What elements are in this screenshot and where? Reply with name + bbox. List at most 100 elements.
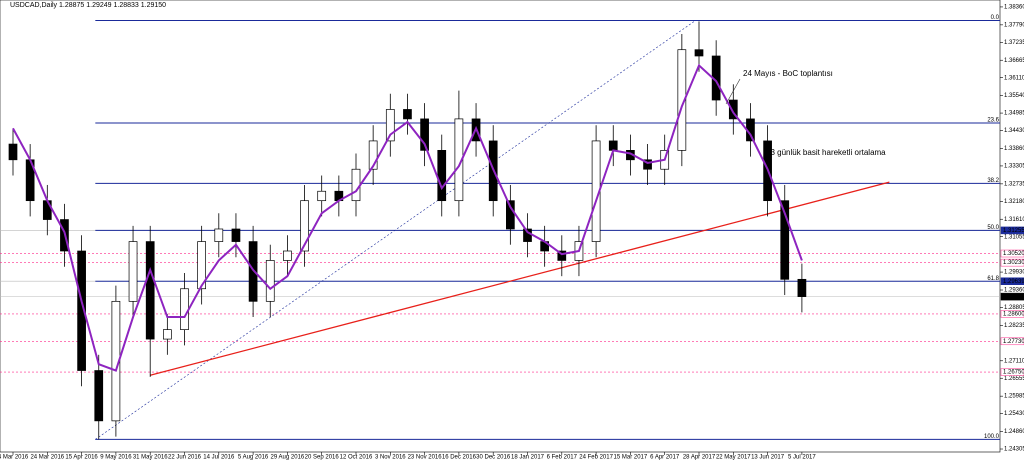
candle-body — [42, 200, 52, 220]
fib-label: 100.0 — [984, 434, 1000, 440]
y-tick-label: 1.25430 — [1004, 411, 1024, 417]
candle-body — [300, 200, 309, 252]
candle-body — [677, 49, 687, 151]
annotation: 13 günlük basit hareketli ortalama — [766, 148, 886, 157]
y-tick-label: 1.32735 — [1004, 181, 1024, 187]
price-tag — [1000, 337, 1024, 346]
trendline — [150, 181, 890, 376]
price-tag-label: 1.29150 — [1003, 294, 1024, 300]
x-tick-label: 12 Oct 2016 — [340, 455, 373, 461]
x-tick-label: 20 Sep 2016 — [305, 455, 340, 461]
candle-body — [214, 228, 224, 242]
y-tick-label: 1.38360 — [1004, 4, 1024, 10]
candle-body — [94, 370, 104, 422]
y-tick-label: 1.26555 — [1004, 376, 1024, 382]
y-tick-label: 1.34430 — [1004, 128, 1024, 134]
y-tick-label: 1.29360 — [1004, 288, 1024, 294]
price-tag — [1000, 226, 1024, 235]
candle-body — [265, 260, 275, 302]
y-tick-label: 1.36665 — [1004, 58, 1024, 64]
x-tick-label: 23 Nov 2016 — [408, 455, 443, 461]
price-tag — [1000, 310, 1024, 318]
price-tag-label: 1.30230 — [1003, 260, 1024, 266]
x-tick-label: 24 Mar 2016 — [30, 455, 64, 461]
price-tag — [1000, 292, 1024, 301]
y-tick-label: 1.25985 — [1004, 394, 1024, 400]
y-tick-label: 1.35540 — [1004, 93, 1024, 99]
candle-body — [145, 241, 155, 340]
y-tick-label: 1.36110 — [1004, 75, 1024, 81]
price-tag — [1000, 249, 1024, 258]
candle-body — [420, 118, 429, 151]
price-tag-label: 1.30520 — [1003, 251, 1024, 257]
annotation-arrow — [725, 78, 741, 105]
candle-body — [437, 150, 447, 202]
price-tag — [1000, 368, 1024, 376]
candle-body — [8, 143, 18, 161]
moving-average — [12, 63, 803, 372]
fib-label: 38.2 — [987, 178, 999, 184]
y-tick-label: 1.33305 — [1004, 164, 1024, 170]
price-tag-label: 1.28600 — [1003, 311, 1024, 317]
y-tick-label: 1.37235 — [1004, 40, 1024, 46]
candle-body — [77, 250, 86, 371]
x-tick-label: 4 Mar 2016 — [0, 455, 29, 461]
price-tag-label: 1.31255 — [1003, 228, 1024, 234]
candle-body — [180, 288, 189, 330]
candle-body — [608, 140, 618, 151]
x-tick-label: 30 Dec 2016 — [476, 455, 511, 461]
candle-body — [728, 99, 738, 120]
x-tick-label: 3 Nov 2016 — [375, 455, 406, 461]
x-tick-label: 31 May 2016 — [133, 455, 168, 461]
candle-body — [385, 109, 395, 142]
annotation: 24 Mayıs - BoC toplantısı — [743, 69, 833, 78]
candle-body — [231, 228, 241, 242]
price-tag — [1000, 258, 1024, 267]
chart-title: USDCAD,Daily 1.28875 1.29249 1.28833 1.2… — [10, 2, 166, 9]
x-tick-label: 5 Aug 2016 — [238, 455, 269, 461]
x-tick-label: 6 Apr 2017 — [650, 455, 680, 461]
y-tick-label: 1.27110 — [1004, 358, 1024, 364]
x-tick-label: 18 Jan 2017 — [511, 455, 545, 461]
candle-body — [283, 250, 292, 261]
candle-body — [368, 140, 378, 170]
fib-label: 61.8 — [987, 276, 999, 282]
x-tick-label: 13 Jun 2017 — [751, 455, 785, 461]
candle-body — [403, 109, 412, 120]
x-tick-label: 15 Apr 2016 — [65, 455, 98, 461]
fib-label: 0.0 — [991, 15, 1000, 21]
y-tick-label: 1.33860 — [1004, 146, 1024, 152]
price-tag-label: 1.27730 — [1003, 339, 1024, 345]
y-tick-label: 1.31610 — [1004, 217, 1024, 223]
y-tick-label: 1.24860 — [1004, 429, 1024, 435]
candle-body — [248, 241, 258, 302]
x-tick-label: 22 May 2017 — [716, 455, 751, 461]
y-tick-label: 1.28235 — [1004, 323, 1024, 329]
candle-body — [454, 118, 464, 202]
candle-body — [163, 329, 172, 340]
candle-body — [128, 241, 138, 302]
x-tick-label: 28 Apr 2017 — [683, 455, 716, 461]
x-tick-label: 6 Feb 2017 — [547, 455, 578, 461]
y-tick-label: 1.24305 — [1004, 447, 1024, 453]
fib-label: 23.6 — [987, 118, 999, 124]
x-tick-label: 15 Mar 2017 — [614, 455, 648, 461]
candle-body — [317, 190, 327, 202]
candle-body — [197, 241, 206, 290]
price-tag — [1000, 277, 1024, 285]
y-tick-label: 1.29930 — [1004, 270, 1024, 276]
x-tick-label: 5 Jul 2017 — [788, 455, 816, 461]
fib-label: 50.0 — [987, 225, 999, 231]
candle-body — [694, 49, 704, 57]
price-tag-label: 1.26750 — [1003, 370, 1024, 376]
y-tick-label: 1.37790 — [1004, 22, 1024, 28]
x-tick-label: 22 Jun 2016 — [168, 455, 202, 461]
y-tick-label: 1.28805 — [1004, 305, 1024, 311]
y-tick-label: 1.32180 — [1004, 199, 1024, 205]
candle-body — [797, 278, 807, 297]
x-tick-label: 24 Feb 2017 — [579, 455, 613, 461]
candle-body — [351, 168, 361, 202]
candle-body — [557, 250, 567, 261]
candle-body — [506, 200, 515, 230]
